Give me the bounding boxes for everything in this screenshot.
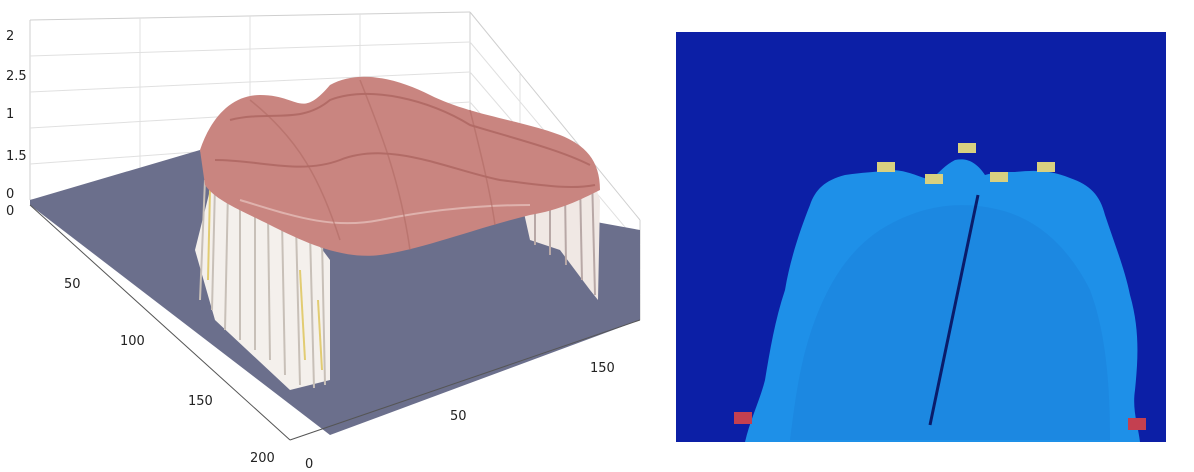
x-tick-label: 50	[64, 277, 81, 292]
base-marker	[734, 412, 752, 424]
fingertip-marker	[990, 172, 1008, 182]
floor-axes	[29, 204, 641, 441]
y-tick-label: 150	[590, 361, 615, 376]
fingertip-marker	[958, 143, 976, 153]
x-tick-label: 150	[188, 394, 213, 409]
z-tick-label: 2	[6, 29, 14, 44]
z-tick-label: 0	[6, 204, 14, 219]
z-tick-label: 0	[6, 187, 14, 202]
fingertip-marker	[877, 162, 895, 172]
z-tick-label: 2.5	[6, 69, 27, 84]
fingertip-marker	[925, 174, 943, 184]
y-axis-ticks: 0 50 150	[305, 361, 615, 472]
surface-mesh	[200, 76, 600, 256]
heatmap-panel	[676, 32, 1166, 442]
x-tick-label: 200	[250, 451, 275, 466]
z-tick-label: 1.5	[6, 149, 27, 164]
surface-plot-panel: 2 2.5 1 1.5 0 0 50 100 150 200 0 50 150	[6, 11, 641, 472]
fingertip-marker	[1037, 162, 1055, 172]
x-axis-ticks: 50 100 150 200	[64, 277, 275, 466]
base-markers	[734, 412, 1146, 430]
y-tick-label: 0	[305, 457, 313, 472]
center-line	[928, 194, 980, 426]
x-tick-label: 100	[120, 334, 145, 349]
base-marker	[1128, 418, 1146, 430]
z-tick-label: 1	[6, 107, 14, 122]
y-tick-label: 50	[450, 409, 467, 424]
z-axis-ticks: 2 2.5 1 1.5 0 0	[6, 29, 27, 219]
fingertip-markers	[877, 143, 1055, 184]
